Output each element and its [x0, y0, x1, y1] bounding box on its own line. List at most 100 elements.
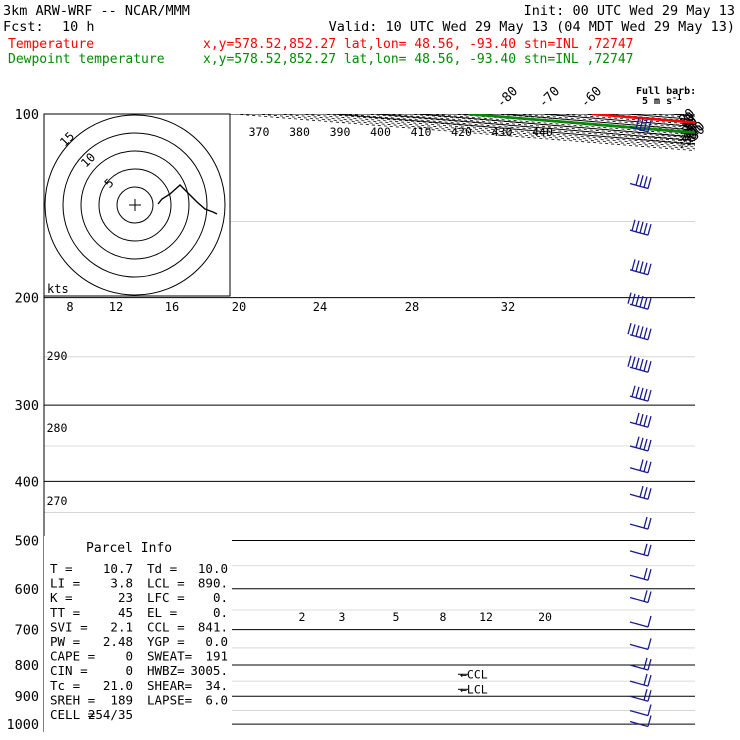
dry-adiabat — [277, 114, 695, 148]
legend-dewpoint-info: x,y=578.52,852.27 lat,lon= 48.56, -93.40… — [203, 52, 633, 67]
parcel-info-value: 191 — [205, 649, 228, 664]
hodograph-units: kts — [47, 282, 69, 296]
wind-barb-flag — [639, 387, 644, 400]
wind-barb — [629, 385, 652, 402]
wind-barb-flag — [643, 516, 648, 529]
dry-adiabat — [342, 114, 695, 143]
wind-barb-flag — [635, 220, 640, 233]
speed-tick-label: 24 — [313, 300, 327, 314]
hodograph-ring — [62, 132, 208, 278]
wind-barb-flag — [647, 263, 652, 275]
wind-barb-flag — [647, 517, 652, 530]
wind-barb-flag — [647, 298, 652, 310]
parcel-info-value: 0.0 — [205, 634, 228, 649]
wind-barb-flag — [635, 294, 640, 307]
parcel-info-key: SHEAR= — [147, 678, 192, 693]
dry-adiabat — [473, 114, 695, 132]
wind-barb-staff — [629, 182, 649, 190]
legend-dewpoint-name: Dewpoint temperature — [8, 52, 165, 67]
dry-adiabat — [690, 114, 695, 115]
parcel-info-value: 10.0 — [198, 561, 228, 576]
dry-adiabat — [234, 114, 695, 151]
legend-temperature-name: Temperature — [8, 37, 94, 52]
speed-tick-label: 28 — [405, 300, 419, 314]
dry-adiabat — [538, 114, 695, 127]
wind-barb — [629, 259, 652, 276]
wind-barb-flag — [639, 326, 644, 338]
dry-adiabat — [451, 114, 695, 134]
isotherm-line — [669, 114, 695, 117]
parcel-info-value: 0. — [213, 590, 228, 605]
dry-adiabat — [429, 114, 695, 136]
wind-barb-flag — [635, 260, 640, 272]
theta-label: 280 — [47, 421, 68, 435]
wind-barb-flag — [643, 388, 648, 401]
parcel-info-value: 3.8 — [110, 576, 133, 591]
wind-barb-flag — [627, 323, 632, 335]
parcel-info-value: 0 — [125, 663, 133, 678]
model-title: 3km ARW-WRF -- NCAR/MMM — [3, 3, 190, 19]
wind-barb — [629, 412, 652, 428]
isotherm-line — [333, 114, 695, 145]
wind-barb-flag — [643, 543, 648, 555]
parcel-info-key: Td = — [147, 561, 177, 576]
wind-barb — [629, 715, 652, 728]
theta-e-label: 430 — [492, 125, 513, 139]
wind-barb-staff — [629, 269, 649, 276]
wind-barb-flag — [643, 296, 648, 309]
hodograph-ring — [98, 168, 172, 242]
wind-barb-flag — [643, 359, 648, 372]
dewpoint-profile — [468, 114, 695, 134]
isotherm-line — [459, 114, 695, 135]
mixing-ratio-label: 12 — [479, 610, 493, 624]
barb-legend-units-sup: -1 — [672, 93, 682, 102]
parcel-info-key: YGP = — [147, 634, 185, 649]
dry-adiabat — [255, 114, 695, 150]
wind-barb-flag — [631, 356, 636, 368]
hodograph-rings — [44, 114, 226, 296]
parcel-info-key: Tc = — [50, 678, 80, 693]
wind-barb-staff — [629, 395, 649, 402]
dry-adiabat — [321, 114, 695, 144]
temperature-profile — [591, 114, 695, 124]
parcel-info-key: LFC = — [147, 590, 185, 605]
wind-barb — [629, 673, 652, 687]
wind-barb-flag — [647, 544, 652, 557]
valid-time: Valid: 10 UTC Wed 29 May 13 (04 MDT Wed … — [329, 19, 735, 35]
wind-barb — [629, 117, 652, 133]
wind-barb-flag — [631, 293, 636, 305]
isotherm-label: -70 — [536, 84, 563, 111]
mixing-ratio-label: 8 — [440, 610, 447, 624]
wind-barb-flag — [647, 177, 652, 189]
wind-barb-staff — [629, 467, 649, 474]
wind-barb-flag — [639, 295, 644, 308]
parcel-info-key: CAPE = — [50, 649, 95, 664]
dry-adiabat — [713, 114, 740, 732]
wind-barb-staff — [629, 550, 649, 557]
wind-barb-flag — [635, 386, 640, 399]
wind-barb-flag — [627, 355, 632, 367]
wind-barb — [629, 567, 652, 581]
wind-barb-flag — [639, 485, 644, 498]
wind-barb-staff — [629, 720, 649, 728]
pressure-tick-label: 700 — [15, 623, 39, 639]
pressure-tick-label: 400 — [15, 474, 39, 490]
parcel-info-key: SREH = — [50, 692, 95, 707]
wind-barb — [629, 459, 652, 474]
parcel-info-value: 23 — [118, 590, 133, 605]
pressure-tick-label: 100 — [15, 107, 39, 123]
wind-barb-flag — [639, 358, 644, 371]
pressure-tick-label: 800 — [15, 658, 39, 674]
parcel-info-key: LCL = — [147, 576, 185, 591]
wind-barb-flag — [647, 638, 652, 650]
isotherm-label: -80 — [494, 84, 521, 111]
pressure-tick-label: 200 — [15, 291, 39, 307]
theta-e-label: 390 — [330, 125, 351, 139]
wind-barb — [627, 292, 652, 310]
wind-barb-flag — [643, 460, 648, 472]
wind-barb-flag — [631, 219, 636, 231]
mixing-ratio-label: 3 — [339, 610, 346, 624]
wind-barb-flag — [647, 328, 652, 340]
parcel-info-key: SVI = — [50, 619, 88, 634]
init-time: Init: 00 UTC Wed 29 May 13 — [524, 3, 735, 19]
